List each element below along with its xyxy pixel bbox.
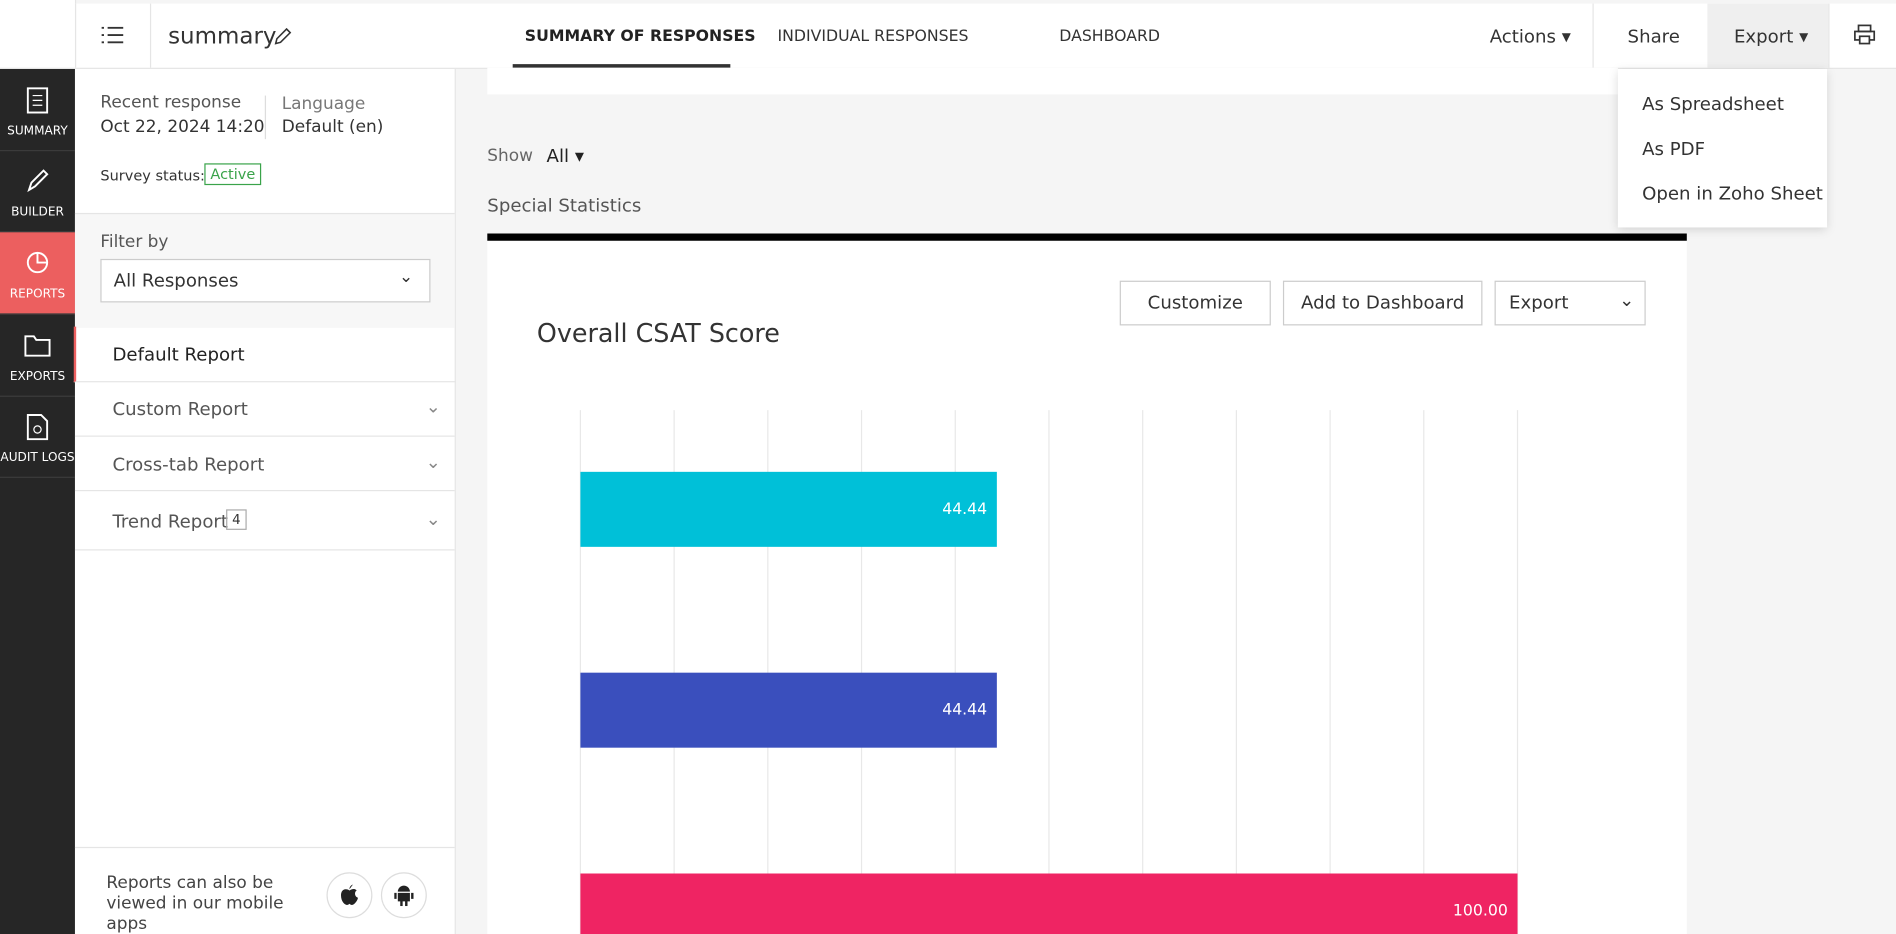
export-label: Export xyxy=(1733,25,1794,48)
chart: Overall CSAT Score 44.44 44.44 100.00 xyxy=(537,318,1519,934)
actions-button[interactable]: Actions ▾ xyxy=(1489,25,1571,48)
tab[interactable]: DASHBOARD xyxy=(1059,27,1161,46)
side-nav xyxy=(0,0,75,934)
actions-label: Actions xyxy=(1489,25,1556,48)
survey-title: summary xyxy=(168,22,277,50)
print-button[interactable] xyxy=(1828,3,1896,68)
nav-item[interactable]: EXPORTS xyxy=(0,315,75,397)
footer xyxy=(74,846,455,934)
nav-label: BUILDER xyxy=(11,205,64,219)
share-label: Share xyxy=(1627,25,1680,48)
report-item[interactable]: Trend Report 4 ⌄ xyxy=(74,491,455,551)
chart-title: Overall CSAT Score xyxy=(537,318,780,348)
menu-item[interactable]: As Spreadsheet xyxy=(1642,93,1784,115)
share-button[interactable]: Share xyxy=(1592,3,1708,68)
nav-item[interactable]: AUDIT LOGS xyxy=(0,396,75,478)
nav-label: REPORTS xyxy=(9,287,66,302)
nav-label: SUMMARY xyxy=(7,124,68,138)
recent-label: Recent response xyxy=(100,93,242,113)
nav-item[interactable]: REPORTS xyxy=(0,232,75,315)
prev-card xyxy=(487,67,1618,95)
show-select[interactable]: All ▾ xyxy=(546,145,584,167)
recent-value: Oct 22, 2024 14:20 xyxy=(100,117,265,137)
export-label-wrap: Export ▾ xyxy=(1733,25,1809,48)
status-badge: Active xyxy=(204,163,262,186)
icon xyxy=(24,335,51,357)
report-label: Cross-tab Report xyxy=(112,453,265,476)
nav-item[interactable]: SUMMARY xyxy=(0,69,75,152)
icon xyxy=(101,26,124,44)
chart-card xyxy=(487,233,1687,934)
icon xyxy=(26,414,49,441)
export-menu: As Spreadsheet As PDF Open in Zoho Sheet xyxy=(1617,68,1828,228)
report-item[interactable]: Cross-tab Report ⌄ xyxy=(74,436,455,492)
section-title: Special Statistics xyxy=(487,194,642,217)
value-label: 44.44 xyxy=(942,700,987,719)
filter-select[interactable]: All Responses ⌄ xyxy=(100,258,431,303)
filter-label: Filter by xyxy=(100,232,169,252)
customize-button[interactable]: Customize xyxy=(1119,280,1271,326)
icon xyxy=(26,87,49,114)
top-bar: summary SUMMARY OF RESPONSES INDIVIDUAL … xyxy=(0,3,1896,69)
nav-label: EXPORTS xyxy=(9,370,66,384)
divider xyxy=(264,95,267,140)
bar xyxy=(580,672,997,748)
report-item[interactable]: Custom Report ⌄ xyxy=(74,381,455,437)
menu-button[interactable] xyxy=(74,3,152,68)
export-button[interactable]: Export ▾ xyxy=(1707,3,1829,68)
bar xyxy=(580,471,997,547)
menu-item[interactable]: Open in Zoho Sheet xyxy=(1642,182,1823,205)
nav-label: AUDIT LOGS xyxy=(0,451,75,465)
value-label: 100.00 xyxy=(1453,901,1508,920)
tab[interactable]: INDIVIDUAL RESPONSES xyxy=(777,27,969,46)
icon xyxy=(1854,24,1876,45)
icon xyxy=(27,169,49,193)
language-label: Language xyxy=(281,94,366,114)
android-app[interactable] xyxy=(380,872,427,919)
report-item[interactable]: Default Report xyxy=(73,326,456,383)
icon xyxy=(26,251,49,274)
report-count: 4 xyxy=(226,509,247,530)
tab[interactable]: SUMMARY OF RESPONSES xyxy=(524,27,756,46)
add-dashboard-button[interactable]: Add to Dashboard xyxy=(1282,280,1483,326)
show-value: All xyxy=(546,145,570,167)
card-export-label: Export xyxy=(1509,291,1569,314)
menu-item[interactable]: As PDF xyxy=(1642,137,1706,160)
ios-app[interactable] xyxy=(326,872,373,919)
filter-value: All Responses xyxy=(113,269,239,292)
tab-underline xyxy=(512,64,731,68)
icon xyxy=(394,885,414,907)
edit-icon[interactable] xyxy=(274,27,292,45)
report-label: Custom Report xyxy=(112,398,248,420)
status-label: Survey status: xyxy=(100,166,205,184)
value-label: 44.44 xyxy=(942,499,987,518)
card-export-button[interactable]: Export ⌄ xyxy=(1494,280,1646,326)
language-value: Default (en) xyxy=(281,117,384,137)
show-label: Show xyxy=(487,146,533,166)
nav-item[interactable]: BUILDER xyxy=(0,150,75,233)
footer-note: Reports can also be viewed in our mobile… xyxy=(106,873,284,934)
report-label: Default Report xyxy=(112,343,245,366)
bar xyxy=(580,873,1518,934)
report-label: Trend Report xyxy=(112,510,228,533)
icon xyxy=(340,884,358,905)
